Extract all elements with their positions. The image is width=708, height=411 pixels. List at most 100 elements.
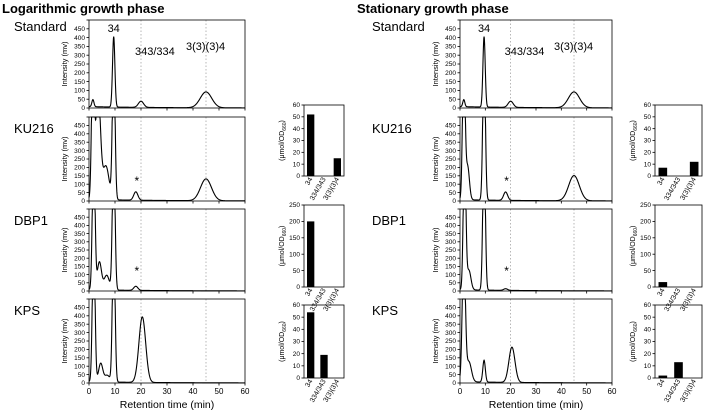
chromatogram-trace bbox=[88, 116, 245, 202]
y-tick-label: 400 bbox=[74, 35, 85, 42]
peak-label: 343/334 bbox=[135, 46, 175, 58]
y-tick-label: 300 bbox=[74, 148, 85, 155]
y-tick-label: 300 bbox=[74, 239, 85, 246]
y-tick-label: 50 bbox=[449, 190, 457, 197]
y-axis-label: Intensity (mv) bbox=[431, 136, 440, 182]
chromatogram-trace bbox=[459, 116, 612, 202]
bar-y-tick-label: 50 bbox=[293, 114, 301, 121]
y-tick-label: 150 bbox=[74, 355, 85, 362]
chromatogram-panel: KPS050100150200250300350400450Intensity … bbox=[372, 298, 617, 411]
y-tick-label: 250 bbox=[74, 61, 85, 68]
x-tick-label: 20 bbox=[137, 387, 146, 396]
bar-y-axis-label: (μmol/OD660) bbox=[279, 226, 288, 267]
y-tick-label: 400 bbox=[74, 313, 85, 320]
y-tick-label: 300 bbox=[445, 52, 456, 59]
y-tick-label: 0 bbox=[452, 198, 456, 205]
y-tick-label: 0 bbox=[452, 288, 456, 295]
impurity-star-marker: * bbox=[504, 264, 509, 278]
x-tick-label: 60 bbox=[608, 387, 617, 396]
impurity-star-marker: * bbox=[134, 264, 139, 278]
bar-category-label: 34 bbox=[657, 176, 667, 186]
sample-label: KPS bbox=[14, 303, 40, 318]
y-tick-label: 250 bbox=[445, 156, 456, 163]
y-tick-label: 200 bbox=[74, 255, 85, 262]
y-tick-label: 450 bbox=[74, 214, 85, 221]
y-tick-label: 0 bbox=[81, 198, 85, 205]
y-tick-label: 200 bbox=[445, 165, 456, 172]
y-tick-label: 250 bbox=[445, 61, 456, 68]
y-tick-label: 100 bbox=[74, 88, 85, 95]
bar-y-tick-label: 200 bbox=[289, 219, 300, 226]
bar-y-tick-label: 0 bbox=[647, 284, 651, 291]
y-tick-label: 350 bbox=[445, 139, 456, 146]
y-tick-label: 0 bbox=[81, 380, 85, 387]
bar-y-tick-label: 50 bbox=[293, 268, 301, 275]
bar-value bbox=[658, 375, 668, 378]
bar-category-label: 3(3)(3)4 bbox=[679, 287, 698, 312]
x-tick-label: 40 bbox=[189, 387, 198, 396]
sample-label: KU216 bbox=[372, 121, 412, 136]
y-tick-label: 200 bbox=[74, 165, 85, 172]
y-tick-label: 50 bbox=[449, 372, 457, 379]
bar-y-tick-label: 250 bbox=[640, 202, 651, 209]
y-tick-label: 100 bbox=[445, 181, 456, 188]
bar-y-tick-label: 0 bbox=[296, 173, 300, 180]
bar-y-tick-label: 250 bbox=[289, 202, 300, 209]
x-tick-label: 10 bbox=[481, 387, 490, 396]
y-tick-label: 450 bbox=[445, 123, 456, 130]
y-tick-label: 50 bbox=[78, 280, 86, 287]
bar-y-tick-label: 20 bbox=[644, 150, 652, 157]
bar-y-tick-label: 60 bbox=[644, 302, 652, 309]
bar-y-axis-label: (μmol/OD660) bbox=[279, 321, 288, 362]
y-tick-label: 0 bbox=[452, 380, 456, 387]
section-title-stationary: Stationary growth phase bbox=[357, 1, 509, 16]
y-tick-label: 450 bbox=[74, 123, 85, 130]
bar-y-tick-label: 10 bbox=[644, 161, 652, 168]
bar-y-tick-label: 60 bbox=[293, 302, 301, 309]
bar-value bbox=[307, 312, 315, 378]
bar-category-label: 34 bbox=[657, 287, 667, 297]
y-tick-label: 150 bbox=[445, 79, 456, 86]
section-stationary: Stationary growth phase 34 343/334 3(3)(3)… bbox=[357, 1, 703, 411]
bar-y-tick-label: 30 bbox=[293, 339, 301, 346]
bar-chart-panel: 0102030405060(μmol/OD660)34334/3433(3)(3… bbox=[630, 302, 703, 404]
y-tick-label: 400 bbox=[445, 131, 456, 138]
y-tick-label: 300 bbox=[74, 330, 85, 337]
peak-label: 343/334 bbox=[505, 46, 545, 58]
y-axis-label: Intensity (mv) bbox=[431, 227, 440, 273]
y-tick-label: 400 bbox=[445, 313, 456, 320]
bar-y-tick-label: 40 bbox=[293, 327, 301, 334]
bar-y-tick-label: 150 bbox=[289, 235, 300, 242]
bar-value bbox=[320, 354, 328, 378]
y-tick-label: 250 bbox=[74, 338, 85, 345]
chromatogram-panel: KPS050100150200250300350400450Intensity … bbox=[14, 298, 250, 411]
bar-y-tick-label: 50 bbox=[293, 314, 301, 321]
x-tick-label: 30 bbox=[163, 387, 172, 396]
y-tick-label: 400 bbox=[445, 35, 456, 42]
sample-label: Standard bbox=[372, 19, 425, 34]
bar-y-tick-label: 60 bbox=[293, 102, 301, 109]
x-tick-label: 60 bbox=[241, 387, 250, 396]
x-axis-label: Retention time (min) bbox=[120, 399, 215, 411]
bar-y-tick-label: 50 bbox=[644, 314, 652, 321]
bar-y-tick-label: 0 bbox=[647, 173, 651, 180]
impurity-star-marker: * bbox=[134, 174, 139, 188]
bar-category-label: 34 bbox=[304, 378, 314, 388]
y-tick-label: 100 bbox=[74, 363, 85, 370]
y-tick-label: 350 bbox=[74, 231, 85, 238]
y-axis-label: Intensity (mv) bbox=[60, 318, 69, 364]
bar-y-tick-label: 150 bbox=[640, 235, 651, 242]
y-tick-label: 450 bbox=[445, 305, 456, 312]
y-tick-label: 50 bbox=[449, 280, 457, 287]
peak-label: 3(3)(3)4 bbox=[186, 41, 225, 53]
bar-category-label: 34 bbox=[304, 287, 314, 297]
y-tick-label: 50 bbox=[78, 372, 86, 379]
y-tick-label: 450 bbox=[445, 214, 456, 221]
bar-y-axis-label: (μmol/OD660) bbox=[630, 321, 639, 362]
bar-chart-panel: 0102030405060(μmol/OD660)34334/3433(3)(3… bbox=[279, 102, 345, 202]
bar-y-tick-label: 100 bbox=[640, 251, 651, 258]
bar-value bbox=[689, 161, 699, 176]
x-tick-label: 0 bbox=[87, 387, 92, 396]
peak-label: 3(3)(3)4 bbox=[554, 41, 593, 53]
